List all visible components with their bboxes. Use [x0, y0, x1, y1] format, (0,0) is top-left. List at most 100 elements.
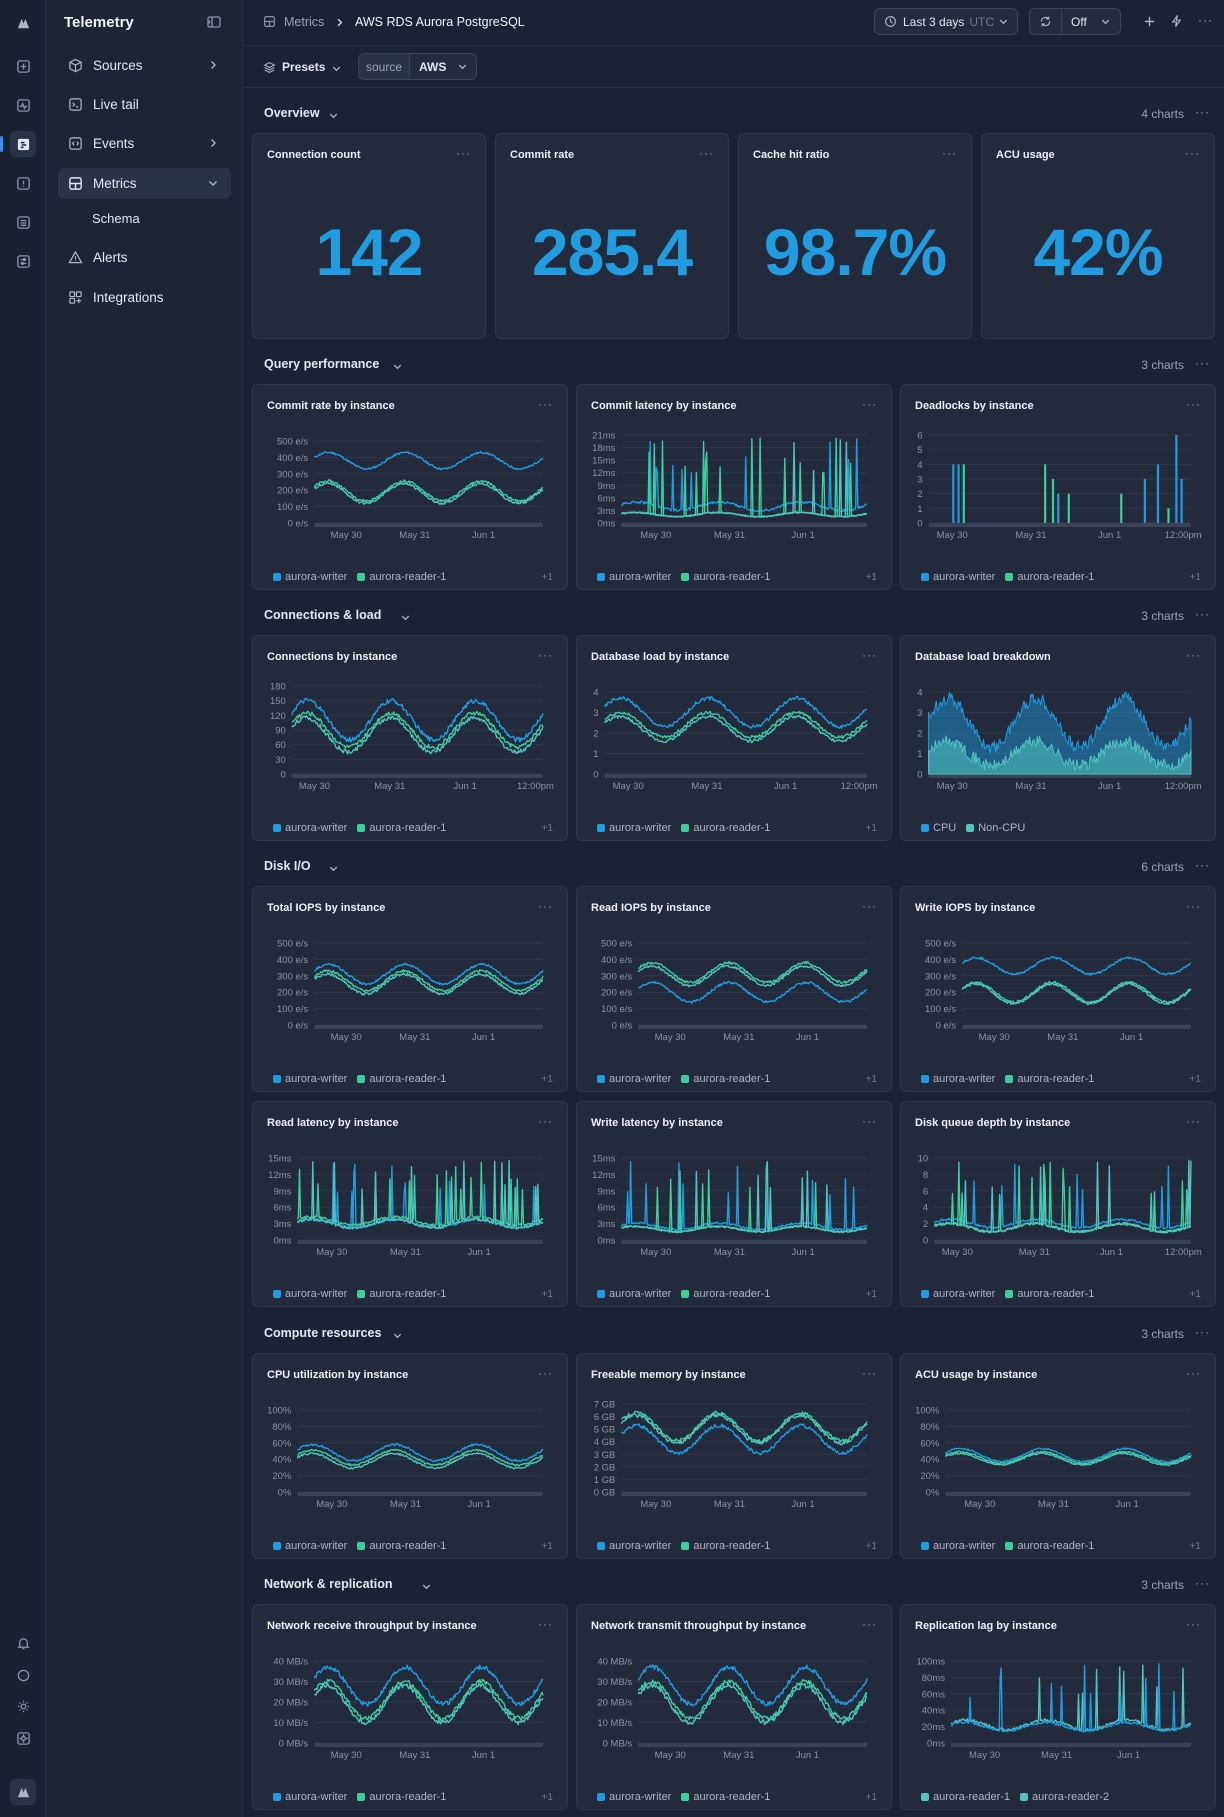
legend-item[interactable]: aurora-reader-1	[681, 571, 770, 583]
chart-plot[interactable]: 4 3 2 1 0 May 30 May 31 Jun 1 12:00pm	[577, 674, 891, 804]
settings-icon[interactable]	[10, 1725, 36, 1751]
section-title[interactable]: Query performance	[264, 357, 380, 371]
chart-plot[interactable]: 100% 80% 60% 40% 20% 0% May 30 May 31 Jun 1	[253, 1392, 567, 1522]
card-more-icon[interactable]: ···	[538, 1617, 553, 1631]
chart-plot[interactable]: 4 3 2 1 0 May 30 May 31 Jun 1 12:00pm	[901, 674, 1215, 804]
line-series[interactable]	[603, 695, 868, 729]
chart-plot[interactable]: 100ms 80ms 60ms 40ms 20ms 0ms May 30 May 31 Jun …	[901, 1643, 1215, 1773]
legend-item[interactable]: aurora-reader-1	[357, 822, 446, 834]
sliders-icon[interactable]	[10, 248, 36, 274]
line-series[interactable]	[291, 697, 544, 743]
section-header[interactable]: Query performance 3 charts ···	[264, 355, 1214, 373]
line-series[interactable]	[313, 450, 544, 471]
card-more-icon[interactable]: ···	[1186, 899, 1201, 913]
telemetry-icon[interactable]	[10, 131, 36, 157]
chart-plot[interactable]: 15ms 12ms 9ms 6ms 3ms 0ms May 30 May 31 Jun 1	[577, 1140, 891, 1270]
bar[interactable]	[1044, 464, 1047, 523]
legend-item[interactable]: aurora-reader-1	[681, 1288, 770, 1300]
bar[interactable]	[1051, 479, 1055, 523]
legend-more-count[interactable]: +1	[865, 1289, 877, 1300]
sidebar-item-alerts[interactable]: Alerts	[58, 242, 231, 273]
x-axis-scrollbar[interactable]	[638, 1025, 867, 1029]
chevron-down-icon[interactable]	[392, 359, 403, 377]
x-axis-scrollbar[interactable]	[951, 1743, 1191, 1747]
chevron-down-icon[interactable]	[328, 108, 339, 126]
line-series[interactable]	[962, 956, 1192, 976]
line-series[interactable]	[620, 1410, 868, 1443]
chevron-down-icon[interactable]	[392, 1328, 403, 1346]
bar[interactable]	[1180, 479, 1183, 523]
bar[interactable]	[1175, 435, 1178, 523]
section-more-icon[interactable]: ···	[1195, 1576, 1210, 1590]
section-more-icon[interactable]: ···	[1195, 607, 1210, 621]
card-more-icon[interactable]: ···	[862, 1617, 877, 1631]
time-range-picker[interactable]: Last 3 days UTC	[874, 8, 1018, 35]
bar[interactable]	[1143, 479, 1146, 523]
legend-item[interactable]: aurora-writer	[597, 1540, 671, 1552]
line-series[interactable]	[313, 1682, 544, 1726]
bar[interactable]	[962, 464, 965, 523]
sun-icon[interactable]	[10, 1693, 36, 1719]
chart-plot[interactable]: 10 8 6 4 2 0 May 30 May 31 Jun 1 12:00pm	[901, 1140, 1215, 1270]
x-axis-scrollbar[interactable]	[621, 1240, 867, 1244]
line-series[interactable]	[604, 714, 868, 744]
chart-plot[interactable]: 100% 80% 60% 40% 20% 0% May 30 May 31 Jun 1	[901, 1392, 1215, 1522]
card-more-icon[interactable]: ···	[538, 397, 553, 411]
x-axis-scrollbar[interactable]	[314, 1743, 543, 1747]
x-axis-scrollbar[interactable]	[945, 1492, 1191, 1496]
chart-plot[interactable]: 7 GB6 GB 5 GB4 GB 3 GB2 GB 1 GB 0 GB May 30 Ma…	[577, 1392, 891, 1522]
line-series[interactable]	[296, 1161, 544, 1227]
legend-item[interactable]: aurora-writer	[273, 1540, 347, 1552]
section-more-icon[interactable]: ···	[1195, 356, 1210, 370]
legend-item[interactable]: aurora-writer	[273, 571, 347, 583]
legend-item[interactable]: aurora-reader-1	[681, 1791, 770, 1803]
line-series[interactable]	[313, 481, 544, 506]
legend-item[interactable]: aurora-reader-1	[681, 822, 770, 834]
alert-square-icon[interactable]	[10, 170, 36, 196]
line-series[interactable]	[291, 715, 544, 755]
bar[interactable]	[1156, 464, 1160, 523]
x-axis-scrollbar[interactable]	[621, 1492, 867, 1496]
bell-icon[interactable]	[10, 1630, 36, 1656]
section-more-icon[interactable]: ···	[1195, 1325, 1210, 1339]
section-header[interactable]: Connections & load 3 charts ···	[264, 606, 1214, 624]
area-series[interactable]	[928, 735, 1192, 775]
legend-item[interactable]: aurora-reader-1	[357, 571, 446, 583]
card-more-icon[interactable]: ···	[456, 146, 471, 160]
chevron-down-icon[interactable]	[421, 1579, 432, 1597]
sidebar-item-metrics[interactable]: Metrics	[58, 168, 231, 199]
section-more-icon[interactable]: ···	[1195, 858, 1210, 872]
card-more-icon[interactable]: ···	[699, 146, 714, 160]
legend-item[interactable]: aurora-writer	[921, 1288, 995, 1300]
line-series[interactable]	[313, 1664, 544, 1707]
legend-more-count[interactable]: +1	[541, 1541, 553, 1552]
legend-item[interactable]: aurora-reader-1	[1005, 571, 1094, 583]
chat-icon[interactable]	[10, 1662, 36, 1688]
legend-item[interactable]: aurora-writer	[597, 1073, 671, 1085]
legend-more-count[interactable]: +1	[1189, 1289, 1201, 1300]
card-more-icon[interactable]: ···	[862, 397, 877, 411]
legend-item[interactable]: aurora-writer	[597, 822, 671, 834]
legend-more-count[interactable]: +1	[541, 823, 553, 834]
legend-more-count[interactable]: +1	[541, 572, 553, 583]
document-icon[interactable]	[10, 209, 36, 235]
line-series[interactable]	[620, 438, 868, 513]
chart-plot[interactable]: 500 e/s 400 e/s 300 e/s 200 e/s 100 e/s 0 e/s…	[253, 423, 567, 553]
line-series[interactable]	[637, 1664, 868, 1707]
legend-item[interactable]: aurora-reader-1	[1005, 1540, 1094, 1552]
x-axis-scrollbar[interactable]	[297, 1240, 543, 1244]
card-more-icon[interactable]: ···	[1186, 1114, 1201, 1128]
card-more-icon[interactable]: ···	[862, 1366, 877, 1380]
legend-item[interactable]: aurora-reader-1	[921, 1791, 1010, 1803]
refresh-control[interactable]: Off	[1029, 8, 1121, 35]
section-more-icon[interactable]: ···	[1195, 105, 1210, 119]
legend-item[interactable]: aurora-writer	[597, 571, 671, 583]
section-title[interactable]: Compute resources	[264, 1326, 382, 1340]
line-series[interactable]	[961, 980, 1192, 1004]
legend-item[interactable]: aurora-writer	[921, 571, 995, 583]
legend-item[interactable]: aurora-writer	[273, 1288, 347, 1300]
chevron-down-icon[interactable]	[328, 861, 339, 879]
line-series[interactable]	[313, 1678, 544, 1721]
legend-item[interactable]: aurora-writer	[921, 1073, 995, 1085]
